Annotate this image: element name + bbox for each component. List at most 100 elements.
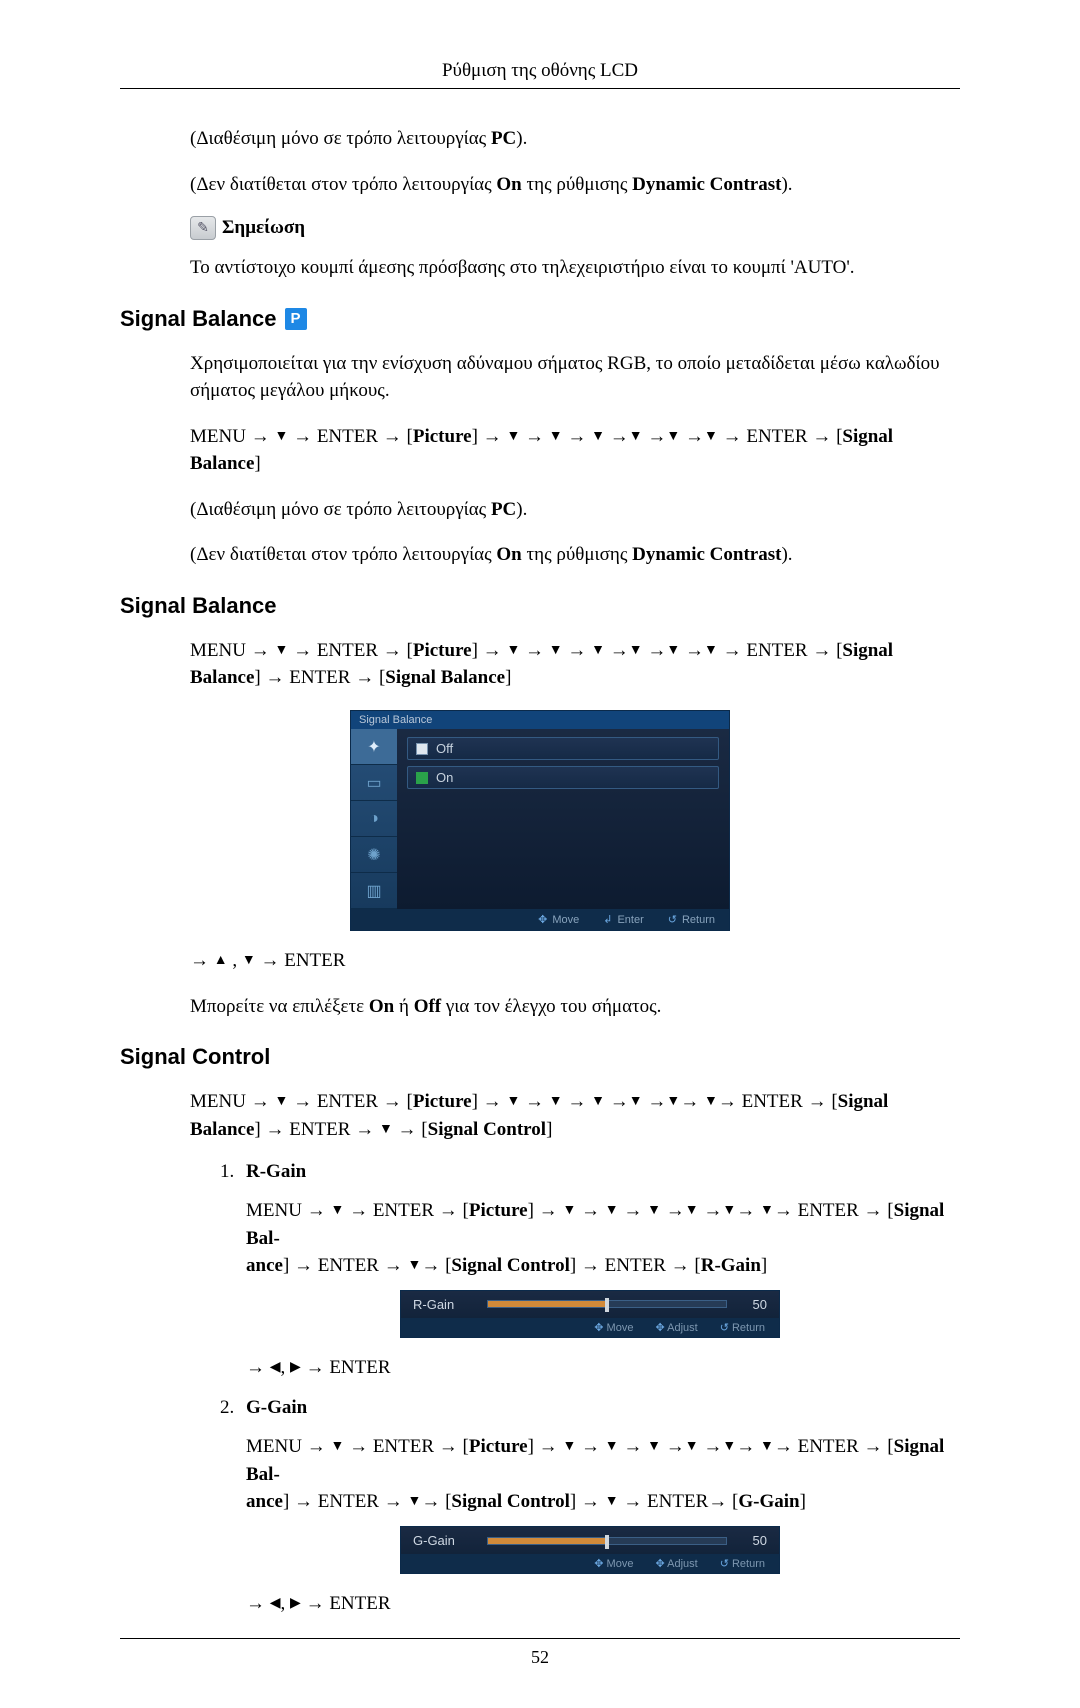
down-icon: ▼ [242, 953, 256, 968]
osd-title: Signal Balance [351, 711, 729, 729]
section-signal-control: Signal Control [120, 1044, 960, 1070]
osd-side-icon[interactable]: ◑ [351, 801, 397, 837]
list-number: 2. [220, 1397, 246, 1419]
down-icon: ▼ [666, 429, 680, 444]
gain-path: MENU → ▼ → ENTER → [Picture] → ▼ → ▼ → ▼… [246, 1433, 960, 1516]
checkbox-icon [416, 743, 428, 755]
down-icon: ▼ [591, 643, 605, 658]
down-icon: ▼ [704, 643, 718, 658]
t: On [496, 544, 521, 565]
t: (Δεν διατίθεται στον τρόπο λειτουργίας [190, 544, 496, 565]
t: On [369, 996, 394, 1017]
t: Dynamic Contrast [632, 174, 781, 195]
sec2-choose: Μπορείτε να επιλέξετε On ή Off για τον έ… [190, 993, 960, 1021]
t: Signal Control [428, 1119, 546, 1140]
osd-hint: Return [682, 914, 715, 926]
t: ). [781, 174, 792, 195]
gain-after-nav: → ◀, ▶ → ENTER [246, 1590, 960, 1618]
osd-signal-balance: Signal Balance ✦ ▭ ◑ ✺ ▥ Off On [120, 710, 960, 931]
up-icon: ▲ [214, 953, 228, 968]
slider-value: 50 [741, 1533, 767, 1548]
section-signal-balance-2: Signal Balance [120, 593, 960, 619]
t: (Δεν διατίθεται στον τρόπο λειτουργίας [190, 174, 496, 195]
down-icon: ▼ [379, 1122, 393, 1137]
sec1-desc: Χρησιμοποιείται για την ενίσχυση αδύναμο… [190, 350, 960, 405]
slider-label: G-Gain [413, 1533, 473, 1548]
down-icon: ▼ [629, 643, 643, 658]
t: ENTER [317, 640, 378, 661]
footer-rule [120, 1638, 960, 1639]
down-icon: ▼ [629, 429, 643, 444]
t: Picture [413, 640, 472, 661]
move-icon: ✥ [538, 913, 547, 926]
osd-side-icon[interactable]: ✦ [351, 729, 397, 765]
osd-footer: ✥Move ↲Enter ↺Return [351, 909, 729, 930]
osd-side-icon[interactable]: ▥ [351, 873, 397, 909]
sec1-avail: (Διαθέσιμη μόνο σε τρόπο λειτουργίας PC)… [190, 496, 960, 524]
t: ). [516, 499, 527, 520]
intro-line-1: (Διαθέσιμη μόνο σε τρόπο λειτουργίας PC)… [190, 125, 960, 153]
pc-badge-icon: P [285, 308, 307, 330]
t: ENTER [317, 1091, 378, 1112]
sec1-path: MENU → ▼ → ENTER → [Picture] → ▼ → ▼ → ▼… [190, 423, 960, 478]
sec2-after-nav: → ▲ , ▼ → ENTER [190, 947, 960, 975]
down-icon: ▼ [704, 1094, 718, 1109]
osd-side-icon[interactable]: ✺ [351, 837, 397, 873]
sec2-path: MENU → ▼ → ENTER → [Picture] → ▼ → ▼ → ▼… [190, 637, 960, 692]
osd-option-off[interactable]: Off [407, 737, 719, 760]
osd-gain-slider: G-Gain 50 ✥ Move ✥ Adjust ↺ Return [220, 1526, 960, 1574]
note-body: Το αντίστοιχο κουμπί άμεσης πρόσβασης στ… [190, 254, 960, 282]
list-label: R-Gain [246, 1161, 306, 1182]
down-icon: ▼ [666, 643, 680, 658]
down-icon: ▼ [591, 429, 605, 444]
slider-label: R-Gain [413, 1297, 473, 1312]
sec3-path: MENU → ▼ → ENTER → [Picture] → ▼ → ▼ → ▼… [190, 1088, 960, 1143]
t: On [496, 174, 521, 195]
page-header-title: Ρύθμιση της οθόνης LCD [120, 60, 960, 82]
t: MENU [190, 426, 246, 447]
osd-side-icon[interactable]: ▭ [351, 765, 397, 801]
t: Off [414, 996, 441, 1017]
t: ENTER [289, 1119, 350, 1140]
osd-option-label: On [436, 770, 453, 785]
down-icon: ▼ [549, 643, 563, 658]
list-item: 2. G-Gain MENU → ▼ → ENTER → [Picture] → ▼… [220, 1397, 960, 1617]
section-signal-balance-1: Signal Balance P [120, 306, 960, 332]
slider-track[interactable] [487, 1300, 727, 1308]
t: Μπορείτε να επιλέξετε [190, 996, 369, 1017]
osd-option-label: Off [436, 741, 453, 756]
t: ENTER [742, 1091, 803, 1112]
section-title: Signal Control [120, 1044, 270, 1070]
t: Picture [413, 1091, 472, 1112]
down-icon: ▼ [506, 1094, 520, 1109]
gain-path: MENU → ▼ → ENTER → [Picture] → ▼ → ▼ → ▼… [246, 1197, 960, 1280]
down-icon: ▼ [274, 429, 288, 444]
note-icon: ✎ [190, 216, 216, 240]
t: ή [394, 996, 413, 1017]
checkbox-checked-icon [416, 772, 428, 784]
t: ). [781, 544, 792, 565]
t: (Διαθέσιμη μόνο σε τρόπο λειτουργίας [190, 128, 491, 149]
t: Dynamic Contrast [632, 544, 781, 565]
section-title: Signal Balance [120, 306, 277, 332]
header-rule [120, 88, 960, 89]
t: Picture [413, 426, 472, 447]
down-icon: ▼ [666, 1094, 680, 1109]
intro-line-2: (Δεν διατίθεται στον τρόπο λειτουργίας O… [190, 171, 960, 199]
list-number: 1. [220, 1161, 246, 1183]
t: της ρύθμισης [522, 174, 632, 195]
down-icon: ▼ [549, 1094, 563, 1109]
down-icon: ▼ [549, 429, 563, 444]
slider-track[interactable] [487, 1537, 727, 1545]
t: ENTER [289, 667, 350, 688]
t: ENTER [317, 426, 378, 447]
t: , [228, 950, 242, 971]
t: (Διαθέσιμη μόνο σε τρόπο λειτουργίας [190, 499, 491, 520]
osd-option-on[interactable]: On [407, 766, 719, 789]
down-icon: ▼ [274, 1094, 288, 1109]
t: PC [491, 128, 516, 149]
t: της ρύθμισης [522, 544, 632, 565]
note-label: Σημείωση [222, 217, 305, 239]
note-row: ✎ Σημείωση [190, 216, 960, 240]
t: → ENTER [256, 950, 346, 971]
